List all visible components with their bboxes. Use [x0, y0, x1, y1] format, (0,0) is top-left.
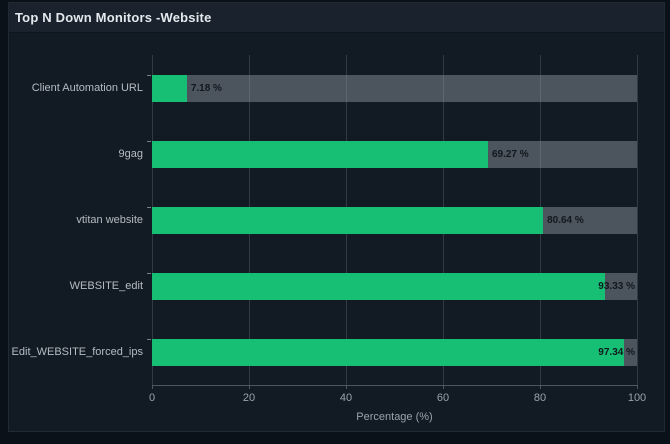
bar-track: 97.34 % — [147, 338, 637, 366]
x-axis-tick-label: 80 — [533, 392, 547, 404]
bar-track: 80.64 % — [147, 206, 637, 234]
bar[interactable] — [152, 338, 625, 366]
value-label: 93.33 % — [598, 280, 635, 292]
category-label: Edit_WEBSITE_forced_ips — [11, 346, 143, 358]
bar-track: 69.27 % — [147, 140, 637, 168]
x-axis-tick-label: 0 — [148, 392, 156, 404]
category-tick — [147, 74, 151, 76]
x-axis-tick-label: 60 — [436, 392, 450, 404]
x-axis-tick — [346, 385, 347, 389]
bar[interactable] — [152, 206, 544, 234]
widget-title: Top N Down Monitors -Website — [15, 10, 212, 25]
bar[interactable] — [152, 272, 605, 300]
value-label: 69.27 % — [491, 148, 529, 160]
x-axis-tick — [249, 385, 250, 389]
value-label: 7.18 % — [190, 82, 222, 94]
category-label: 9gag — [118, 148, 143, 160]
widget-header: Top N Down Monitors -Website — [9, 3, 664, 33]
chart-row: Edit_WEBSITE_forced_ips 97.34 % — [12, 319, 637, 385]
top-n-down-monitors-widget: Top N Down Monitors -Website Percentage … — [8, 2, 665, 432]
value-label: 80.64 % — [547, 214, 584, 226]
x-axis-tick-label: 40 — [339, 392, 353, 404]
bar-chart: Percentage (%) 0 20 40 60 80 100 Client Automa… — [9, 33, 664, 431]
category-tick — [147, 140, 151, 142]
x-axis-tick — [152, 385, 153, 389]
category-label: vtitan website — [76, 214, 143, 226]
x-axis-tick — [637, 385, 638, 389]
plot-area: Percentage (%) 0 20 40 60 80 100 Client Automa… — [12, 55, 646, 423]
bar-track: 93.33 % — [147, 272, 637, 300]
category-tick — [147, 338, 151, 340]
chart-row: WEBSITE_edit 93.33 % — [70, 253, 637, 319]
x-axis-tick — [540, 385, 541, 389]
gridline — [637, 55, 638, 385]
category-label: Client Automation URL — [31, 82, 143, 94]
bar[interactable] — [152, 140, 488, 168]
x-axis-title: Percentage (%) — [356, 411, 433, 423]
x-axis-tick-label: 20 — [242, 392, 256, 404]
category-tick — [147, 206, 151, 208]
category-tick — [147, 272, 151, 274]
x-axis-tick — [443, 385, 444, 389]
category-label: WEBSITE_edit — [69, 280, 143, 292]
x-axis-tick-label: 100 — [627, 392, 647, 404]
chart-row: Client Automation URL 7.18 % — [32, 55, 637, 121]
bar[interactable] — [152, 74, 187, 102]
chart-row: vtitan website 80.64 % — [76, 187, 637, 253]
bar-track: 7.18 % — [147, 74, 637, 102]
value-label: 97.34 % — [598, 346, 635, 358]
chart-row: 9gag 69.27 % — [119, 121, 637, 187]
